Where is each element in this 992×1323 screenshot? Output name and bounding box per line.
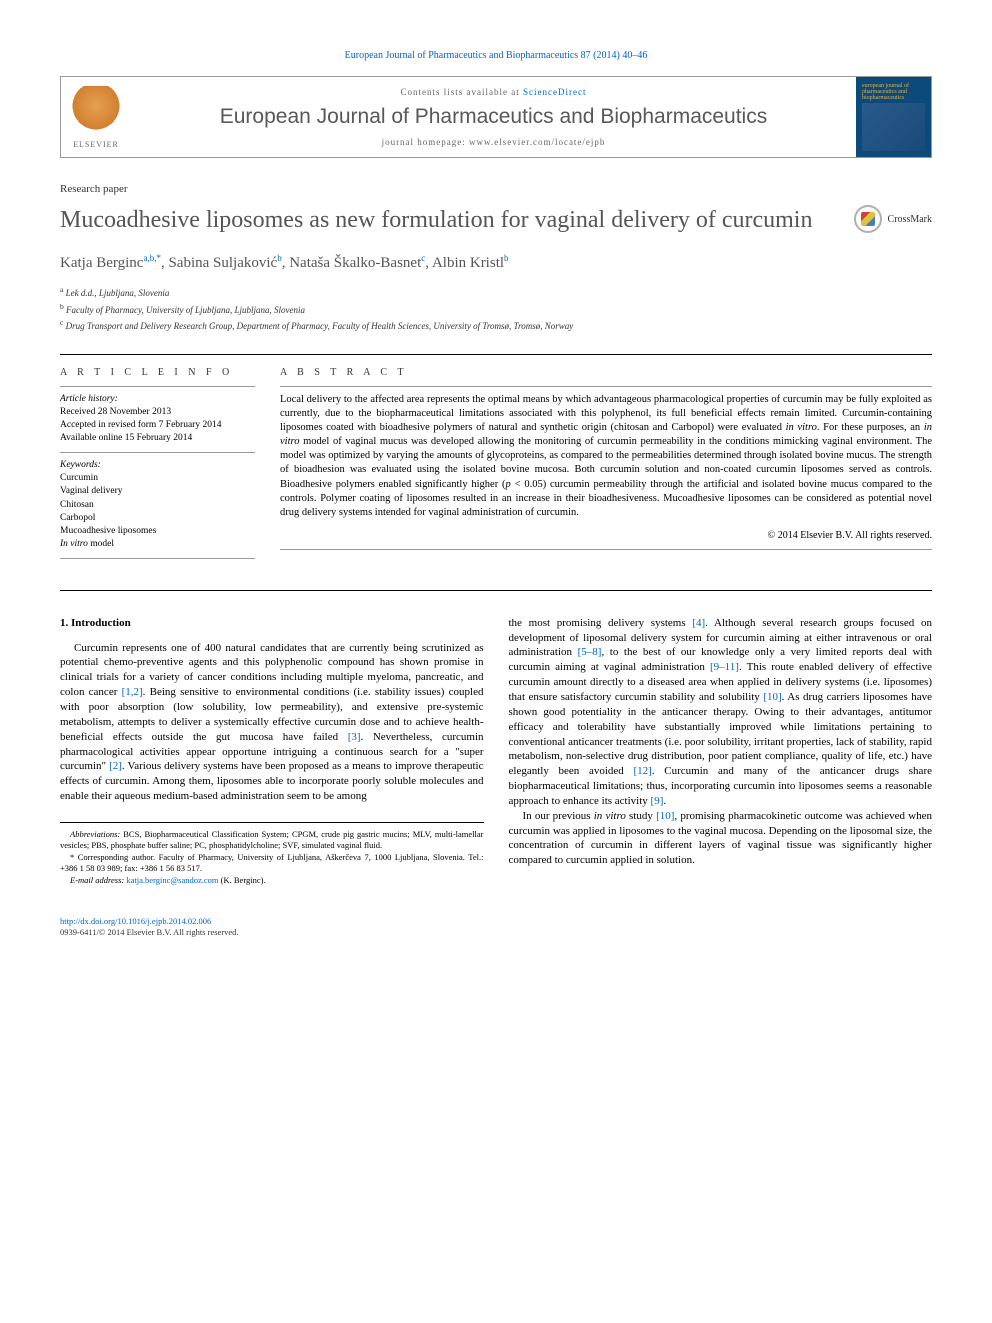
- article-info: A R T I C L E I N F O Article history: R…: [60, 367, 255, 565]
- corresponding-email[interactable]: katja.berginc@sandoz.com: [126, 875, 218, 885]
- footnotes: Abbreviations: BCS, Biopharmaceutical Cl…: [60, 822, 484, 886]
- body-paragraph: In our previous in vitro study [10], pro…: [509, 809, 933, 868]
- page-footer: http://dx.doi.org/10.1016/j.ejpb.2014.02…: [60, 916, 932, 938]
- body-text: 1. Introduction Curcumin represents one …: [60, 616, 932, 886]
- abstract-heading: A B S T R A C T: [280, 367, 932, 378]
- paper-type: Research paper: [60, 183, 932, 195]
- sciencedirect-link[interactable]: ScienceDirect: [523, 87, 586, 97]
- paper-title: Mucoadhesive liposomes as new formulatio…: [60, 205, 854, 235]
- body-paragraph: the most promising delivery systems [4].…: [509, 616, 933, 809]
- contents-available: Contents lists available at ScienceDirec…: [146, 87, 841, 97]
- column-left: 1. Introduction Curcumin represents one …: [60, 616, 484, 886]
- journal-header: ELSEVIER Contents lists available at Sci…: [60, 76, 932, 158]
- journal-reference[interactable]: European Journal of Pharmaceutics and Bi…: [60, 50, 932, 61]
- crossmark-icon: [854, 205, 882, 233]
- crossmark-badge[interactable]: CrossMark: [854, 205, 932, 233]
- body-paragraph: Curcumin represents one of 400 natural c…: [60, 641, 484, 804]
- homepage-url[interactable]: www.elsevier.com/locate/ejpb: [469, 137, 605, 147]
- column-right: the most promising delivery systems [4].…: [509, 616, 933, 886]
- authors-list: Katja Berginca,b,*, Sabina Suljakovićb, …: [60, 253, 932, 272]
- section-heading: 1. Introduction: [60, 616, 484, 631]
- journal-title: European Journal of Pharmaceutics and Bi…: [146, 105, 841, 129]
- publisher-logo[interactable]: ELSEVIER: [61, 77, 131, 157]
- elsevier-tree-icon: [71, 86, 121, 136]
- abstract-copyright: © 2014 Elsevier B.V. All rights reserved…: [280, 530, 932, 541]
- abstract-text: Local delivery to the affected area repr…: [280, 393, 932, 521]
- abstract: A B S T R A C T Local delivery to the af…: [280, 367, 932, 565]
- doi-link[interactable]: http://dx.doi.org/10.1016/j.ejpb.2014.02…: [60, 916, 211, 926]
- keywords-list: CurcuminVaginal deliveryChitosanCarbopol…: [60, 472, 255, 552]
- journal-homepage: journal homepage: www.elsevier.com/locat…: [146, 137, 841, 147]
- publisher-name: ELSEVIER: [73, 140, 119, 149]
- article-info-heading: A R T I C L E I N F O: [60, 367, 255, 378]
- journal-cover-thumbnail[interactable]: european journal of pharmaceutics and bi…: [856, 77, 931, 157]
- affiliations: a Lek d.d., Ljubljana, Slovenia b Facult…: [60, 284, 932, 334]
